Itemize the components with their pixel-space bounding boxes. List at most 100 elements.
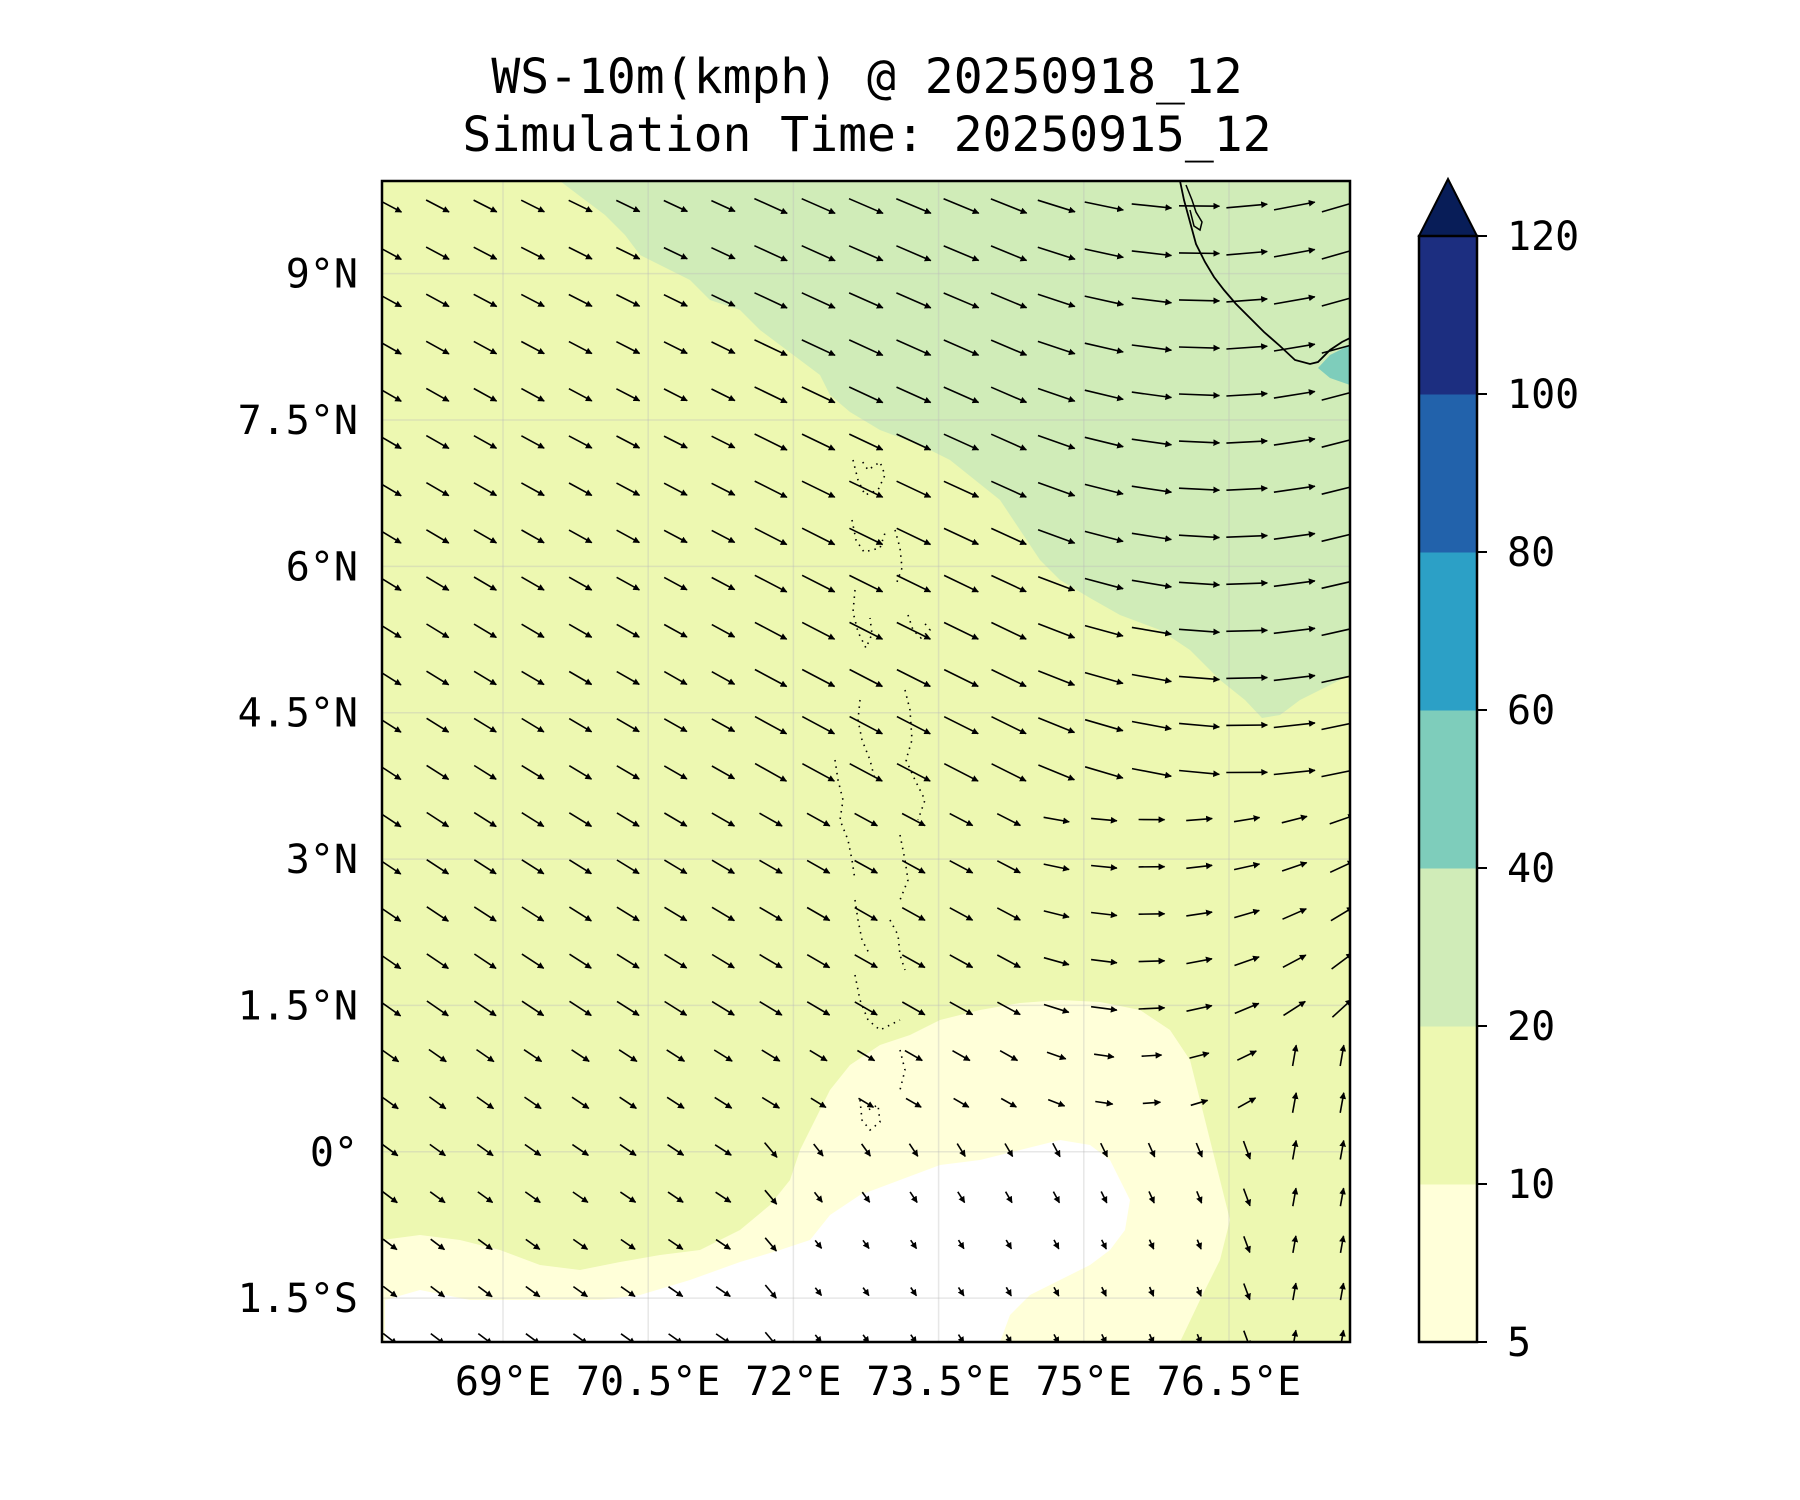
wind-vector bbox=[1131, 297, 1173, 306]
gridlines bbox=[382, 181, 1350, 1342]
wind-vector bbox=[943, 715, 979, 735]
wind-vector bbox=[1084, 577, 1124, 591]
wind-vector bbox=[1339, 1139, 1346, 1160]
wind-vector bbox=[997, 1001, 1021, 1016]
wind-vector bbox=[473, 811, 497, 828]
wind-vector bbox=[949, 859, 974, 874]
colorbar-tick-label: 100 bbox=[1507, 372, 1579, 418]
wind-vector bbox=[896, 715, 931, 735]
wind-vector bbox=[806, 1001, 831, 1016]
wind-vector bbox=[572, 1285, 588, 1298]
wind-vector bbox=[854, 954, 878, 969]
wind-vector bbox=[1186, 862, 1213, 870]
wind-vector bbox=[616, 529, 640, 544]
wind-vector bbox=[1273, 341, 1316, 352]
colorbar-tick-label: 60 bbox=[1507, 688, 1555, 734]
wind-vector bbox=[426, 859, 450, 875]
colorbar-segment bbox=[1419, 1184, 1477, 1343]
wind-vector bbox=[754, 433, 788, 451]
wind-vector bbox=[521, 812, 545, 828]
wind-vector bbox=[711, 341, 736, 355]
wind-vector bbox=[1131, 532, 1172, 542]
wind-vector bbox=[1186, 1003, 1213, 1012]
wind-vector bbox=[618, 1049, 638, 1063]
wind-vector bbox=[1131, 250, 1173, 259]
wind-vector bbox=[896, 621, 932, 640]
wind-vector bbox=[476, 1048, 495, 1063]
wind-vector bbox=[521, 387, 545, 402]
wind-vector bbox=[806, 954, 831, 969]
wind-vector bbox=[711, 294, 736, 307]
wind-vector bbox=[1321, 533, 1350, 543]
wind-vector bbox=[943, 245, 980, 262]
wind-vector bbox=[1084, 530, 1124, 544]
wind-vector bbox=[1038, 670, 1076, 687]
wind-vector bbox=[1084, 483, 1124, 496]
wind-vector bbox=[382, 1048, 400, 1063]
wind-vector bbox=[568, 435, 593, 449]
wind-vector bbox=[715, 1286, 731, 1298]
wind-vector bbox=[1291, 1139, 1299, 1160]
wind-vector bbox=[426, 953, 449, 970]
wind-vector bbox=[1037, 246, 1076, 261]
wind-vector bbox=[1131, 579, 1172, 590]
wind-vector bbox=[1282, 954, 1307, 969]
atoll-outline-4 bbox=[907, 614, 932, 640]
title-line-1: WS-10m(kmph) @ 20250918_12 bbox=[491, 49, 1243, 105]
wind-vector bbox=[990, 527, 1027, 546]
wind-vector bbox=[520, 199, 546, 213]
wind-vector bbox=[619, 1143, 637, 1157]
wind-vectors bbox=[382, 197, 1350, 1342]
wind-vector bbox=[1131, 203, 1173, 211]
wind-vector bbox=[473, 623, 497, 639]
wind-vector bbox=[473, 387, 498, 402]
wind-vector bbox=[1147, 1142, 1156, 1158]
atoll-outline-3 bbox=[852, 589, 873, 650]
wind-vector bbox=[568, 717, 593, 733]
wind-vector bbox=[476, 1096, 495, 1110]
wind-vector bbox=[1037, 434, 1076, 450]
wind-vector bbox=[1091, 864, 1118, 871]
wind-vector bbox=[473, 482, 498, 497]
title-line-2: Simulation Time: 20250915_12 bbox=[462, 107, 1272, 163]
wind-vector bbox=[1091, 958, 1118, 966]
wind-vector bbox=[711, 435, 736, 449]
wind-vector bbox=[761, 1096, 780, 1109]
wind-vector bbox=[801, 621, 836, 640]
lat-tick-label: 4.5°N bbox=[238, 691, 358, 737]
wind-vector bbox=[1237, 1097, 1257, 1109]
wind-vector bbox=[668, 1286, 684, 1298]
wind-vector bbox=[568, 199, 593, 213]
wind-vector bbox=[754, 197, 788, 215]
wind-vector bbox=[943, 198, 980, 215]
wind-vector bbox=[711, 765, 736, 780]
wind-vector bbox=[1099, 1142, 1109, 1158]
wind-vector bbox=[426, 764, 450, 781]
lat-tick-label: 3°N bbox=[286, 837, 358, 883]
wind-vector bbox=[666, 1096, 685, 1109]
wind-vector bbox=[809, 1049, 828, 1062]
wind-vector bbox=[854, 859, 878, 874]
wind-vector bbox=[801, 668, 836, 688]
wind-vector bbox=[425, 482, 450, 497]
wind-vector bbox=[1004, 1191, 1013, 1204]
wind-vector bbox=[426, 670, 450, 686]
wind-vector bbox=[663, 435, 688, 449]
wind-vector bbox=[1273, 578, 1316, 588]
wind-vector bbox=[1084, 201, 1124, 213]
wind-vector bbox=[1037, 387, 1076, 403]
lat-tick-label: 6°N bbox=[286, 544, 358, 590]
wind-vector bbox=[1178, 675, 1221, 683]
wind-vector bbox=[1226, 201, 1268, 209]
wind-vector bbox=[856, 1049, 876, 1062]
wind-vector bbox=[1233, 815, 1261, 823]
wind-vector bbox=[991, 621, 1027, 640]
wind-vector bbox=[990, 339, 1028, 356]
wind-vector bbox=[759, 906, 783, 922]
wind-vector bbox=[991, 715, 1027, 735]
wind-vector bbox=[754, 668, 788, 688]
wind-vector bbox=[524, 1191, 541, 1204]
wind-vector bbox=[477, 1285, 493, 1298]
lon-tick-label: 70.5°E bbox=[576, 1359, 721, 1405]
wind-vector bbox=[943, 386, 980, 404]
